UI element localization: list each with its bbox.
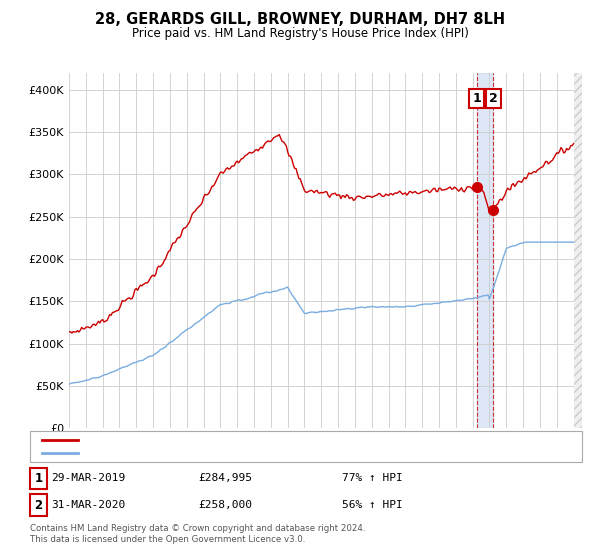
Bar bbox=[476, 73, 493, 428]
Text: HPI: Average price, detached house, County Durham: HPI: Average price, detached house, Coun… bbox=[84, 449, 347, 459]
Text: 29-MAR-2019: 29-MAR-2019 bbox=[51, 473, 125, 483]
Text: 28, GERARDS GILL, BROWNEY, DURHAM, DH7 8LH: 28, GERARDS GILL, BROWNEY, DURHAM, DH7 8… bbox=[95, 12, 505, 27]
Text: £284,995: £284,995 bbox=[198, 473, 252, 483]
Text: 28, GERARDS GILL, BROWNEY, DURHAM, DH7 8LH (detached house): 28, GERARDS GILL, BROWNEY, DURHAM, DH7 8… bbox=[84, 435, 426, 445]
Bar bbox=[574, 73, 582, 428]
Text: 1: 1 bbox=[472, 92, 481, 105]
Text: Price paid vs. HM Land Registry's House Price Index (HPI): Price paid vs. HM Land Registry's House … bbox=[131, 27, 469, 40]
Text: 56% ↑ HPI: 56% ↑ HPI bbox=[342, 500, 403, 510]
Text: 77% ↑ HPI: 77% ↑ HPI bbox=[342, 473, 403, 483]
Text: 31-MAR-2020: 31-MAR-2020 bbox=[51, 500, 125, 510]
Text: 1: 1 bbox=[34, 472, 43, 485]
Text: 2: 2 bbox=[489, 92, 498, 105]
Text: Contains HM Land Registry data © Crown copyright and database right 2024.
This d: Contains HM Land Registry data © Crown c… bbox=[30, 524, 365, 544]
Text: £258,000: £258,000 bbox=[198, 500, 252, 510]
Text: 2: 2 bbox=[34, 498, 43, 512]
